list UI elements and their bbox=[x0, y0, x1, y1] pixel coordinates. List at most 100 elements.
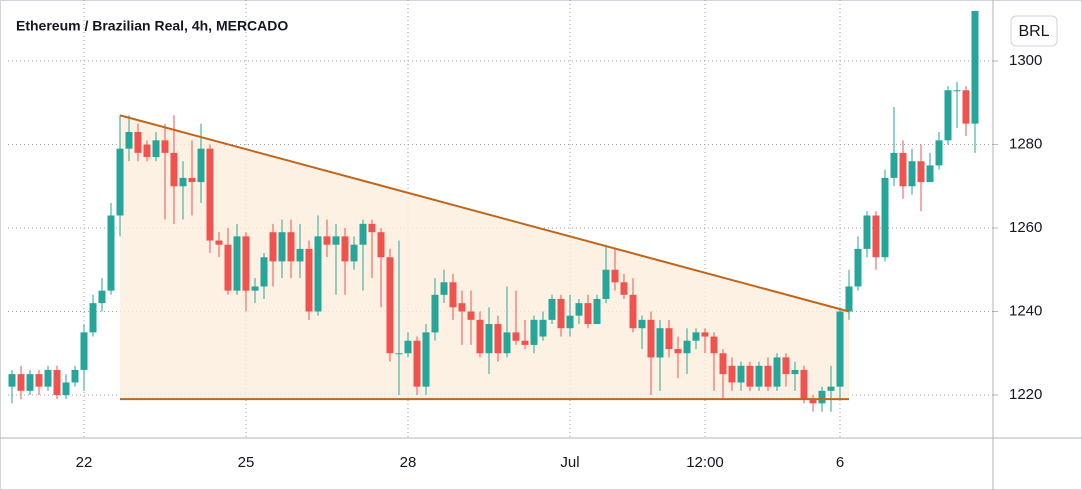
candle-body bbox=[629, 294, 637, 329]
candle-body bbox=[161, 140, 169, 153]
candle-body bbox=[791, 369, 799, 375]
candle-body bbox=[116, 148, 124, 216]
candle-body bbox=[314, 236, 322, 312]
y-tick-label: 1280 bbox=[1009, 135, 1042, 152]
candle-body bbox=[251, 286, 259, 291]
x-tick-label: 25 bbox=[238, 454, 255, 471]
candle-body bbox=[602, 269, 610, 299]
candle-body bbox=[467, 311, 475, 320]
candle-body bbox=[665, 328, 673, 350]
currency-label[interactable]: BRL bbox=[1018, 23, 1049, 40]
candle-body bbox=[683, 340, 691, 354]
candle-body bbox=[278, 232, 286, 262]
candle-body bbox=[80, 332, 88, 370]
candle-body bbox=[422, 332, 430, 387]
candle-body bbox=[143, 144, 151, 158]
candle-body bbox=[44, 369, 52, 387]
candle-body bbox=[899, 152, 907, 187]
candle-body bbox=[521, 340, 529, 345]
candle-body bbox=[440, 282, 448, 295]
candle-body bbox=[800, 369, 808, 400]
x-tick-label: 28 bbox=[400, 454, 417, 471]
candle-body bbox=[233, 236, 241, 291]
candle-body bbox=[476, 319, 484, 354]
candle-body bbox=[944, 90, 952, 141]
candle-body bbox=[863, 215, 871, 249]
candle-body bbox=[845, 286, 853, 312]
candle-body bbox=[125, 131, 133, 149]
candle-body bbox=[215, 240, 223, 245]
candle-body bbox=[503, 332, 511, 354]
candle-body bbox=[170, 152, 178, 187]
candle-body bbox=[152, 140, 160, 158]
candle-body bbox=[413, 340, 421, 387]
candle-body bbox=[647, 319, 655, 358]
candle-body bbox=[494, 324, 502, 354]
candle-body bbox=[836, 311, 844, 387]
candle-body bbox=[449, 282, 457, 308]
y-tick-label: 1260 bbox=[1009, 219, 1042, 236]
candle-body bbox=[656, 328, 664, 358]
pattern-upper-line bbox=[119, 114, 850, 313]
candle-body bbox=[296, 248, 304, 262]
x-tick-label: 22 bbox=[76, 454, 93, 471]
pattern-fill bbox=[120, 115, 849, 400]
candle-body bbox=[323, 236, 331, 245]
candle-body bbox=[287, 232, 295, 262]
candle-body bbox=[458, 303, 466, 312]
candle-body bbox=[134, 131, 142, 153]
candle-body bbox=[728, 365, 736, 383]
candle-body bbox=[692, 332, 700, 341]
candle-body bbox=[8, 374, 16, 387]
candle-body bbox=[746, 365, 754, 387]
candle-body bbox=[674, 349, 682, 354]
candle-body bbox=[962, 90, 970, 124]
candle-body bbox=[881, 177, 889, 258]
y-tick-label: 1240 bbox=[1009, 302, 1042, 319]
candle-body bbox=[89, 303, 97, 333]
x-tick-label: 12:00 bbox=[686, 454, 724, 471]
candle-body bbox=[17, 374, 25, 391]
candle-body bbox=[206, 148, 214, 241]
candle-body bbox=[53, 369, 61, 395]
candle-body bbox=[917, 161, 925, 183]
plot-area bbox=[8, 10, 979, 412]
candle-body bbox=[485, 324, 493, 354]
candle-body bbox=[512, 332, 520, 341]
candle-body bbox=[935, 140, 943, 166]
candle-body bbox=[539, 319, 547, 337]
candle-body bbox=[827, 386, 835, 391]
candle-body bbox=[764, 365, 772, 387]
candle-body bbox=[818, 390, 826, 404]
candle-body bbox=[782, 357, 790, 375]
candle-body bbox=[530, 319, 538, 345]
labels: 1220 1240 1260 1280 1300 22 25 28 Jul 12:00 6 bbox=[76, 52, 1043, 471]
candle-body bbox=[620, 282, 628, 295]
candle-body bbox=[359, 223, 367, 245]
candle-body bbox=[260, 257, 268, 287]
candle-body bbox=[773, 357, 781, 387]
candle-body bbox=[224, 244, 232, 291]
candle-body bbox=[395, 353, 403, 355]
candle-body bbox=[809, 399, 817, 404]
candle-body bbox=[107, 215, 115, 291]
candle-body bbox=[386, 257, 394, 354]
currency-button[interactable] bbox=[1010, 15, 1058, 47]
candle-body bbox=[701, 332, 709, 337]
y-tick-label: 1220 bbox=[1009, 386, 1042, 403]
candle-body bbox=[62, 382, 70, 395]
candle-body bbox=[242, 236, 250, 291]
candle-body bbox=[35, 374, 43, 387]
candle-body bbox=[638, 319, 646, 329]
candle-body bbox=[179, 177, 187, 187]
chart-title: Ethereum / Brazilian Real, 4h, MERCADO bbox=[16, 18, 288, 34]
candle-body bbox=[98, 290, 106, 304]
candle-body bbox=[557, 298, 565, 329]
candle-body bbox=[971, 10, 979, 124]
candle-body bbox=[953, 90, 961, 92]
y-tick-label: 1300 bbox=[1009, 52, 1042, 69]
candle-body bbox=[332, 236, 340, 245]
candle-body bbox=[737, 365, 745, 383]
candle-body bbox=[404, 340, 412, 354]
